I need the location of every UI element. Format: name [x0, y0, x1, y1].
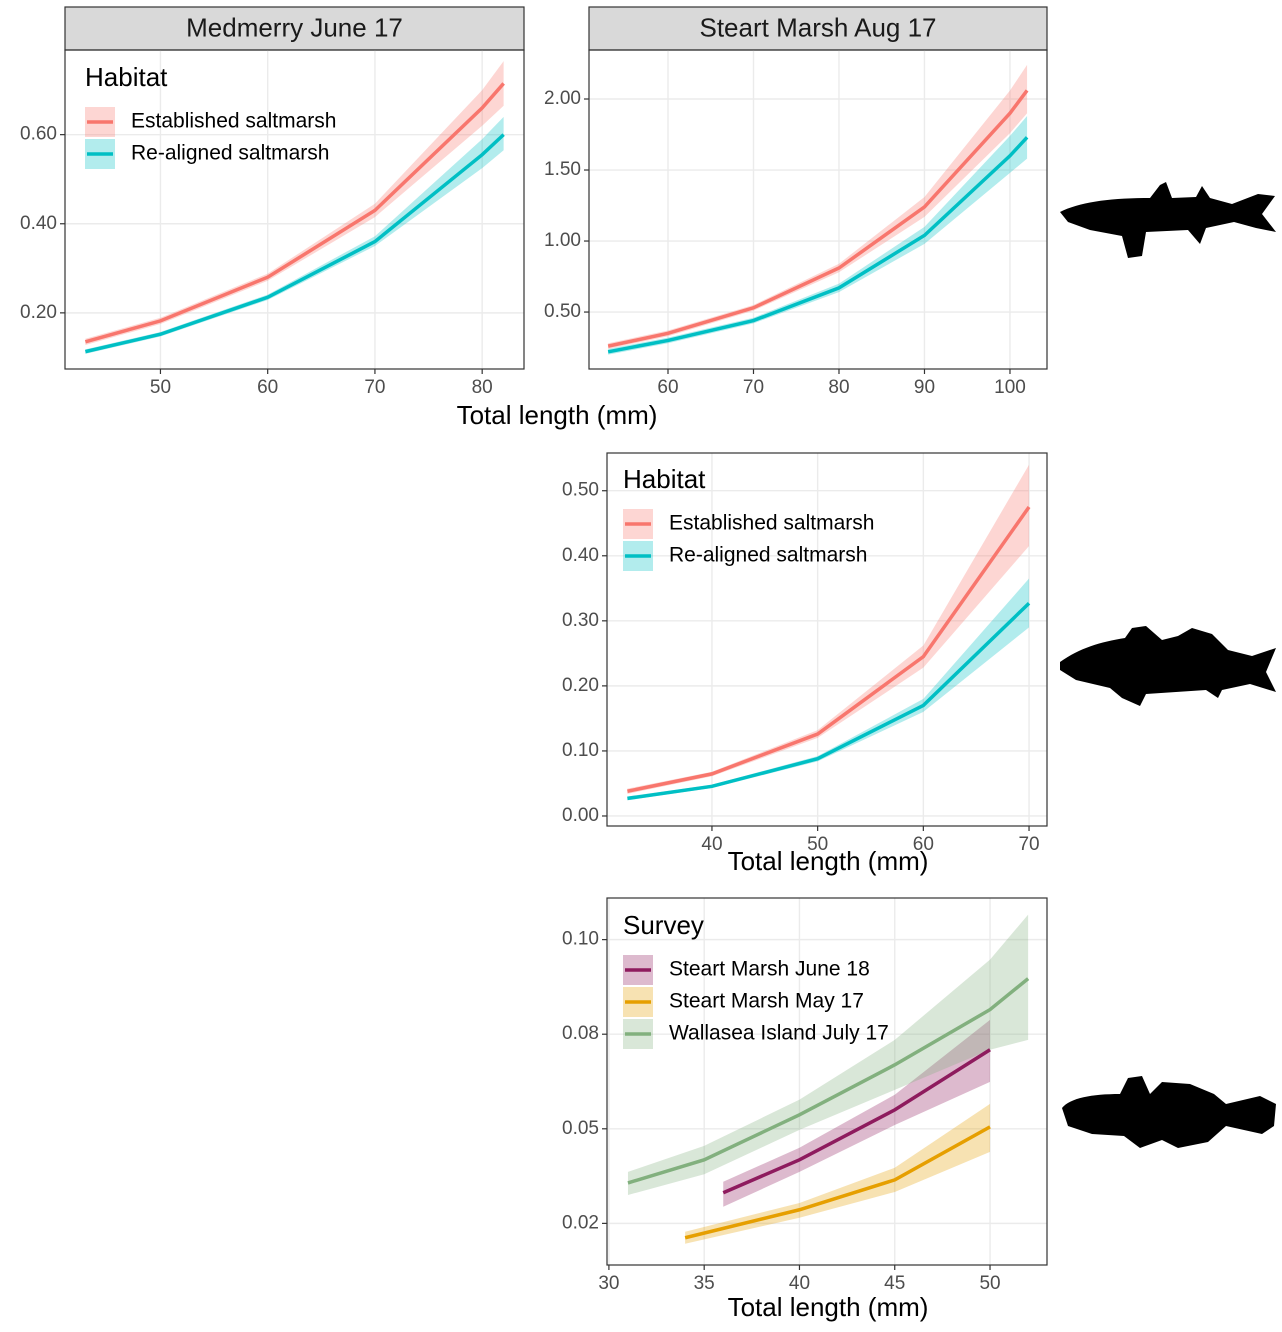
- x-tick-label: 80: [472, 377, 493, 398]
- fish-mullet: [1060, 182, 1276, 258]
- y-tick-label: 0.40: [562, 545, 599, 566]
- y-tick-label: 0.10: [562, 929, 599, 950]
- confidence-band: [723, 1019, 991, 1207]
- fish-icons: [1060, 182, 1276, 1148]
- plot-panel: [607, 453, 1047, 826]
- confidence-band: [627, 578, 1030, 801]
- panel-border: [606, 452, 1048, 827]
- y-tick-label: 1.00: [544, 230, 581, 251]
- confidence-band: [627, 914, 1029, 1196]
- legend-title: Habitat: [85, 62, 168, 92]
- x-tick-label: 60: [257, 377, 278, 398]
- x-tick-label: 70: [364, 377, 385, 398]
- x-tick-label: 70: [1018, 834, 1039, 855]
- fit-line: [84, 82, 505, 344]
- plot-panel: [589, 50, 1047, 369]
- x-tick-label: 60: [657, 377, 678, 398]
- panel-border: [64, 49, 525, 370]
- x-tick-label: 40: [701, 834, 722, 855]
- fit-line: [607, 89, 1029, 348]
- plot-panel: [607, 898, 1047, 1265]
- y-tick-label: 0.05: [562, 1118, 599, 1139]
- fit-line: [627, 505, 1031, 793]
- plot-panel: [65, 50, 524, 369]
- x-tick-label: 70: [743, 377, 764, 398]
- fish-bass: [1060, 626, 1276, 706]
- x-axis-label: Total length (mm): [457, 400, 658, 430]
- x-axis-label: Total length (mm): [728, 846, 929, 876]
- strip-title: Medmerry June 17: [186, 12, 403, 42]
- legend-title: Habitat: [623, 464, 706, 494]
- x-tick-label: 40: [789, 1273, 810, 1294]
- y-tick-label: 0.30: [562, 610, 599, 631]
- strip: [588, 6, 1048, 51]
- y-tick-label: 0.60: [20, 124, 57, 145]
- x-tick-label: 45: [884, 1273, 905, 1294]
- fit-line: [607, 136, 1029, 354]
- fit-line: [627, 602, 1031, 801]
- panel-border: [606, 897, 1048, 1266]
- y-tick-label: 0.20: [20, 302, 57, 323]
- x-tick-label: 100: [994, 377, 1026, 398]
- legend-label: Re-aligned saltmarsh: [669, 544, 867, 567]
- y-tick-label: 0.00: [562, 805, 599, 826]
- x-tick-label: 50: [150, 377, 171, 398]
- x-tick-label: 50: [979, 1273, 1000, 1294]
- y-tick-label: 0.20: [562, 675, 599, 696]
- x-axis-label: Total length (mm): [728, 1292, 929, 1322]
- y-tick-label: 0.50: [544, 301, 581, 322]
- legend-label: Established saltmarsh: [669, 512, 874, 535]
- y-tick-label: 0.40: [20, 213, 57, 234]
- x-tick-label: 50: [807, 834, 828, 855]
- x-tick-label: 30: [598, 1273, 619, 1294]
- strip-title: Steart Marsh Aug 17: [699, 12, 936, 42]
- y-tick-label: 0.02: [562, 1212, 599, 1233]
- fish-goby: [1062, 1076, 1276, 1148]
- x-tick-label: 35: [694, 1273, 715, 1294]
- strip: [64, 6, 525, 51]
- fit-line: [684, 1125, 991, 1240]
- legend-title: Survey: [623, 910, 704, 940]
- y-tick-label: 2.00: [544, 88, 581, 109]
- x-tick-label: 90: [914, 377, 935, 398]
- legend-label: Wallasea Island July 17: [669, 1022, 889, 1045]
- x-tick-label: 80: [828, 377, 849, 398]
- legend-label: Established saltmarsh: [131, 110, 336, 133]
- legend-label: Steart Marsh June 18: [669, 958, 870, 981]
- fit-line: [722, 1048, 991, 1195]
- panel-border: [588, 49, 1048, 370]
- x-tick-label: 60: [913, 834, 934, 855]
- y-tick-label: 0.10: [562, 740, 599, 761]
- fit-line: [627, 977, 1030, 1185]
- y-tick-label: 0.08: [562, 1023, 599, 1044]
- y-tick-label: 1.50: [544, 159, 581, 180]
- legend-label: Re-aligned saltmarsh: [131, 142, 329, 165]
- legend-label: Steart Marsh May 17: [669, 990, 864, 1013]
- y-tick-label: 0.50: [562, 480, 599, 501]
- fit-line: [84, 133, 505, 354]
